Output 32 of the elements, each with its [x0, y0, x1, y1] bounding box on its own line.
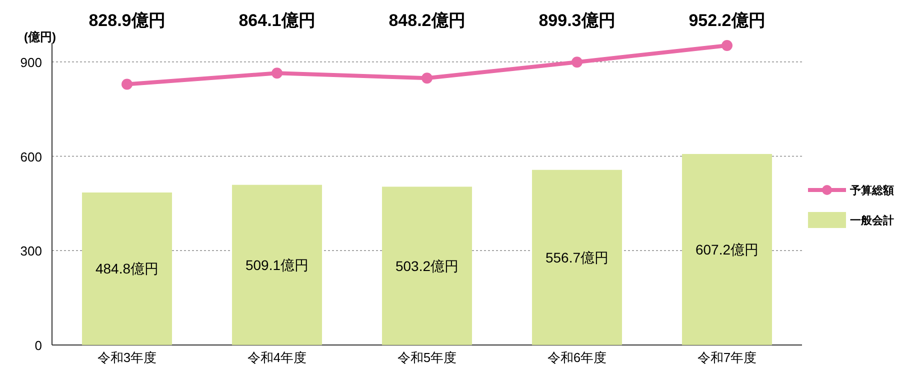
- bar: [232, 184, 322, 345]
- point: [422, 72, 432, 84]
- x-tick-label: 令和5年度: [397, 350, 457, 365]
- y-tick-label: 0: [34, 338, 42, 353]
- y-tick-label: 900: [20, 54, 42, 70]
- point: [572, 56, 582, 68]
- data-label: 899.3億円: [538, 11, 616, 30]
- legend-label: 一般会計: [850, 214, 894, 227]
- bar: [532, 170, 622, 345]
- data-label: 848.2億円: [388, 11, 466, 30]
- x-tick-label: 令和6年度: [547, 350, 607, 365]
- bar: [382, 186, 472, 345]
- point: [272, 68, 282, 79]
- y-axis-title: (億円): [24, 30, 56, 44]
- x-tick-label: 令和4年度: [247, 350, 307, 365]
- point: [122, 78, 132, 90]
- data-label: 556.7億円: [545, 249, 609, 266]
- data-label: 828.9億円: [88, 11, 166, 30]
- bar: [82, 192, 172, 345]
- data-label: 484.8億円: [95, 260, 159, 277]
- data-label: 952.2億円: [688, 11, 766, 30]
- point: [722, 40, 732, 51]
- data-label: 864.1億円: [238, 11, 316, 30]
- bar: [682, 154, 772, 345]
- y-tick-label: 600: [20, 149, 42, 164]
- data-label: 509.1億円: [245, 256, 309, 273]
- x-tick-label: 令和3年度: [97, 350, 157, 365]
- y-tick-label: 300: [20, 244, 42, 259]
- legend-label: 予算総額: [849, 184, 894, 197]
- x-tick-label: 令和7年度: [697, 350, 757, 365]
- data-label: 503.2億円: [395, 258, 459, 274]
- data-label: 607.2億円: [695, 241, 759, 258]
